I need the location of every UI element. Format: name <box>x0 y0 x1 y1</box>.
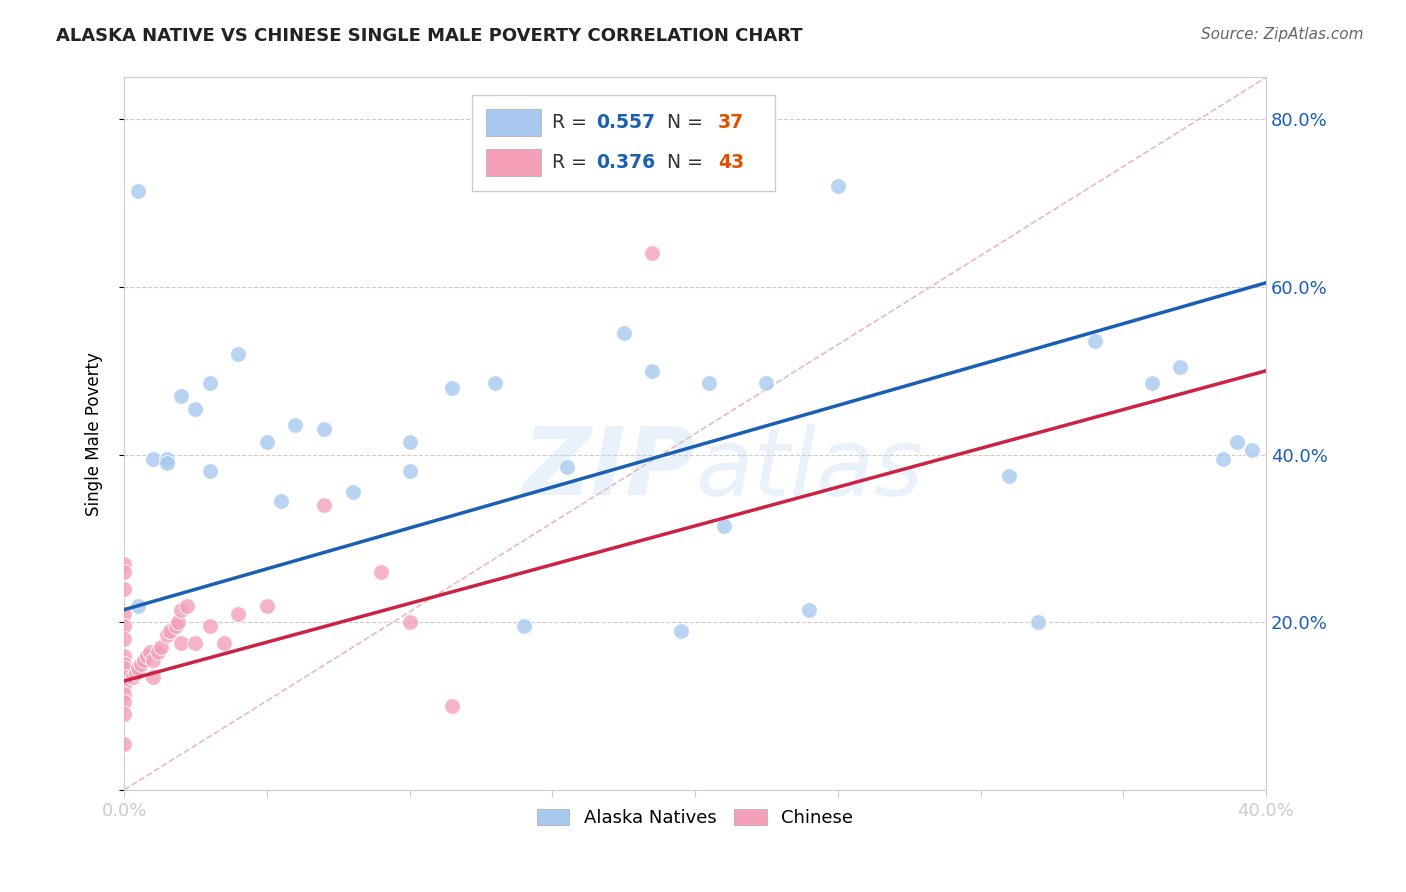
Point <box>176 599 198 613</box>
Point <box>555 460 578 475</box>
Point <box>398 615 420 630</box>
Point <box>699 376 721 391</box>
Point <box>1026 615 1049 630</box>
Point <box>127 661 149 675</box>
Point <box>827 179 849 194</box>
Point <box>641 364 664 378</box>
Point <box>112 737 135 751</box>
Point <box>139 645 162 659</box>
Point <box>312 422 335 436</box>
Point <box>1084 334 1107 349</box>
Point <box>256 599 278 613</box>
Point <box>799 603 821 617</box>
Point <box>342 485 364 500</box>
Point <box>129 657 152 672</box>
Point <box>184 636 207 650</box>
Point <box>170 603 193 617</box>
Point <box>142 653 165 667</box>
Point <box>398 435 420 450</box>
Point <box>112 648 135 663</box>
Point <box>112 695 135 709</box>
Point <box>127 184 149 198</box>
Point <box>256 435 278 450</box>
Point <box>1240 443 1263 458</box>
Text: N =: N = <box>655 112 709 132</box>
Point <box>112 582 135 596</box>
Point <box>641 246 664 260</box>
Point <box>165 619 187 633</box>
Point <box>198 619 221 633</box>
Point <box>148 645 170 659</box>
Point <box>755 376 778 391</box>
Point <box>112 619 135 633</box>
Point <box>142 670 165 684</box>
Legend: Alaska Natives, Chinese: Alaska Natives, Chinese <box>530 802 860 834</box>
Point <box>170 636 193 650</box>
Point <box>167 615 190 630</box>
Text: 43: 43 <box>718 153 744 172</box>
Point <box>228 607 250 621</box>
Point <box>150 640 173 655</box>
Y-axis label: Single Male Poverty: Single Male Poverty <box>86 351 103 516</box>
Point <box>112 707 135 722</box>
Point <box>270 493 292 508</box>
Text: 37: 37 <box>718 112 744 132</box>
Point <box>1226 435 1249 450</box>
Point <box>484 376 506 391</box>
Bar <box>472 95 775 192</box>
Point <box>441 699 464 714</box>
Point <box>284 418 307 433</box>
Point <box>134 653 156 667</box>
Point <box>184 401 207 416</box>
Text: ALASKA NATIVE VS CHINESE SINGLE MALE POVERTY CORRELATION CHART: ALASKA NATIVE VS CHINESE SINGLE MALE POV… <box>56 27 803 45</box>
Point <box>112 632 135 646</box>
Point <box>112 607 135 621</box>
Point <box>136 648 159 663</box>
Text: ZIP: ZIP <box>522 424 695 516</box>
Text: Source: ZipAtlas.com: Source: ZipAtlas.com <box>1201 27 1364 42</box>
Point <box>198 464 221 478</box>
Point <box>669 624 692 638</box>
Point <box>142 451 165 466</box>
Point <box>112 661 135 675</box>
Point <box>127 599 149 613</box>
Point <box>441 381 464 395</box>
Point <box>228 347 250 361</box>
Point <box>112 557 135 571</box>
Bar <box>486 109 541 136</box>
Point <box>156 451 179 466</box>
Bar <box>486 149 541 177</box>
Point <box>370 565 392 579</box>
Point <box>156 456 179 470</box>
Point <box>170 389 193 403</box>
Point <box>121 670 143 684</box>
Point <box>112 686 135 700</box>
Point <box>1212 451 1234 466</box>
Text: atlas: atlas <box>695 424 924 515</box>
Point <box>1170 359 1192 374</box>
Point <box>112 657 135 672</box>
Text: 0.376: 0.376 <box>596 153 655 172</box>
Text: 0.557: 0.557 <box>596 112 655 132</box>
Point <box>713 519 735 533</box>
Point <box>212 636 235 650</box>
Point <box>613 326 636 340</box>
Text: N =: N = <box>655 153 709 172</box>
Point <box>156 628 179 642</box>
Point <box>198 376 221 391</box>
Point <box>124 665 146 680</box>
Point <box>1140 376 1163 391</box>
Text: R =: R = <box>553 112 593 132</box>
Text: R =: R = <box>553 153 593 172</box>
Point <box>312 498 335 512</box>
Point <box>112 678 135 692</box>
Point <box>159 624 181 638</box>
Point <box>998 468 1021 483</box>
Point <box>112 565 135 579</box>
Point <box>398 464 420 478</box>
Point <box>112 670 135 684</box>
Point <box>513 619 536 633</box>
